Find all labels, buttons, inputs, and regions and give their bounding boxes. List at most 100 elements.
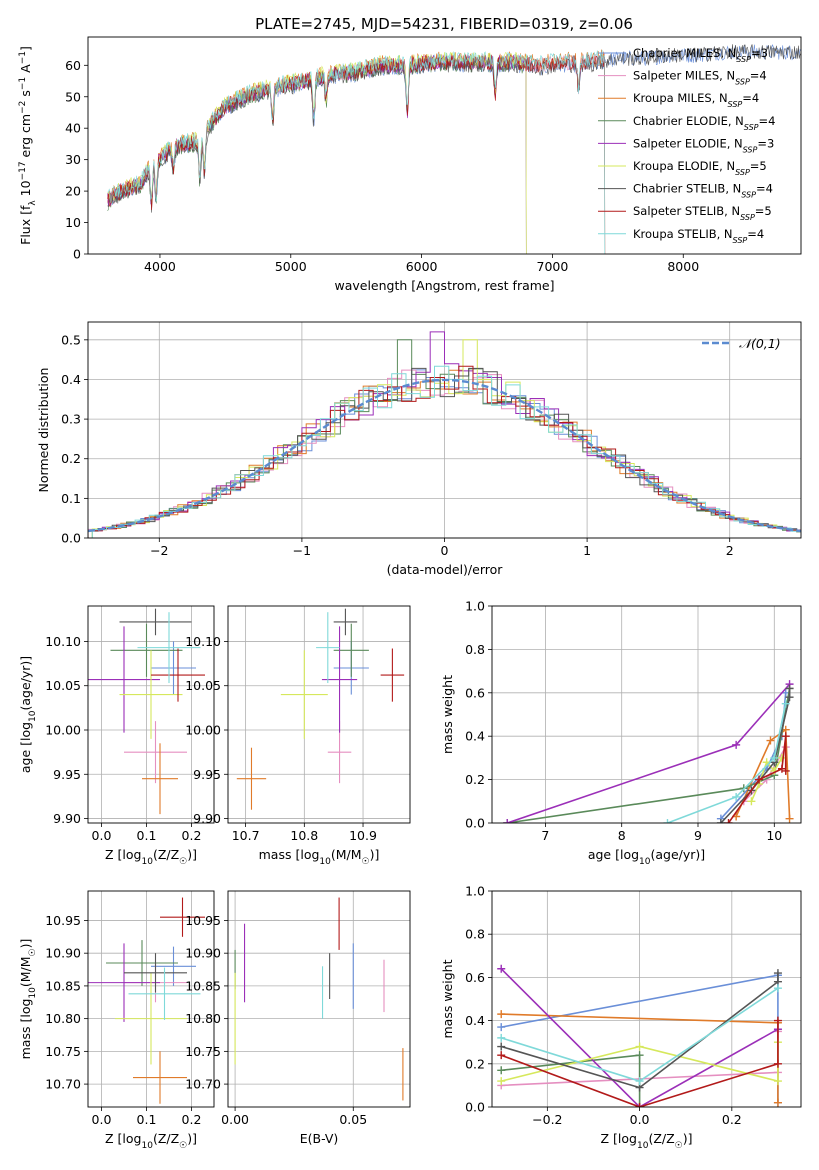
panel-mass-vs-Z: 0.0 0.1 0.2 10.70 10.75 10.80 10.85 10.90 10.95 Z… (18, 890, 215, 1151)
spectrum-line (107, 54, 606, 254)
errorbar-point (142, 743, 178, 815)
x-axis-label: Z [log10(Z/Z☉)] (601, 1131, 693, 1151)
legend-entry: Kroupa STELIB, NSSP=4 (633, 227, 764, 245)
weight-marker (773, 1059, 782, 1068)
weight-marker (497, 1066, 506, 1075)
y-tick-label: 10.95 (45, 913, 81, 928)
y-tick-label: 30 (65, 152, 81, 167)
errorbar-point (321, 626, 358, 733)
histogram-series (88, 369, 801, 538)
weight-marker (773, 1098, 782, 1107)
y-tick-label: 0.1 (61, 491, 81, 506)
errorbar-point (115, 972, 187, 1065)
x-tick-label: 6000 (406, 259, 438, 274)
x-axis-label: Z [log10(Z/Z☉)] (105, 1131, 197, 1151)
legend: 𝒩(0,1) (702, 336, 781, 351)
y-tick-label: 10.80 (45, 1011, 81, 1026)
y-tick-label: 10.75 (45, 1044, 81, 1059)
histogram-series (88, 369, 801, 532)
y-tick-label: 10.10 (45, 634, 81, 649)
y-tick-label: 0.0 (61, 531, 81, 546)
y-tick-label: 0.4 (61, 372, 81, 387)
y-tick-label: 10 (65, 215, 81, 230)
plot-area-mass-vs-ebv (234, 897, 404, 1101)
y-axis-label: Flux [fλ 10−17 erg cm−2 s−1 A−1] (18, 46, 38, 245)
spectrum-line (107, 49, 606, 254)
errorbar-point (160, 897, 205, 937)
weight-marker (635, 1042, 644, 1051)
weight-marker (497, 1051, 506, 1060)
weight-marker (770, 753, 779, 762)
legend: Chabrier MILES, NSSP=3 Salpeter MILES, NS… (598, 46, 775, 244)
y-tick-label: 0.6 (465, 970, 485, 985)
x-tick-label: 7000 (537, 259, 569, 274)
errorbar-point (110, 623, 183, 677)
axes-frame (87, 890, 215, 1108)
plot-area-massweight-vs-Z (497, 964, 782, 1107)
weight-marker (635, 1077, 644, 1086)
errorbar-point (119, 650, 183, 739)
panel-residuals: −2 −1 0 1 2 0.0 0.1 0.2 0.3 0.4 0.5 (data-model)/er… (36, 321, 802, 577)
axes-frame (87, 605, 215, 824)
weight-marker (773, 1077, 782, 1086)
y-axis-label: age [log10(age/yr)] (18, 656, 38, 773)
y-axis-label: Normed distribution (36, 368, 51, 493)
chart-panels: 4000 5000 6000 7000 80000102030405060wavelen… (18, 36, 802, 1151)
errorbar-point (119, 608, 192, 636)
legend-entry: Salpeter STELIB, NSSP=5 (633, 204, 772, 222)
errorbar-point (333, 623, 369, 677)
y-tick-label: 10.90 (45, 946, 81, 961)
errorbar-point (106, 940, 178, 986)
errorbar-point (333, 608, 358, 636)
plot-area-mass-vs-Z (88, 897, 205, 1104)
normal-curve (88, 378, 801, 533)
x-tick-label: 4000 (144, 259, 176, 274)
y-tick-label: 40 (65, 121, 81, 136)
weight-marker (497, 1023, 506, 1032)
x-axis-label: Z [log10(Z/Z☉)] (105, 847, 197, 867)
y-axis-label: mass [log10(M/M☉)] (18, 939, 38, 1060)
weight-marker (781, 732, 790, 741)
legend-entry: Salpeter MILES, NSSP=4 (633, 69, 767, 87)
x-tick-label: 8000 (667, 259, 699, 274)
weight-marker (497, 1077, 506, 1086)
x-tick-label: 10.9 (349, 828, 377, 843)
y-tick-label: 10.95 (185, 913, 221, 928)
weight-marker (785, 814, 794, 823)
axes-frame (227, 605, 411, 824)
weight-marker (766, 736, 775, 745)
plot-area-age-vs-mass (236, 608, 405, 810)
weight-marker (497, 1033, 506, 1042)
y-tick-label: 10.80 (185, 1011, 221, 1026)
y-tick-label: 50 (65, 89, 81, 104)
panel-mass-vs-ebv: 0.00 0.05 10.70 10.75 10.80 10.85 10.90 10.95 E(… (185, 890, 411, 1146)
x-tick-label: −1 (293, 543, 311, 558)
x-tick-label: 10.8 (290, 828, 318, 843)
x-axis-label: wavelength [Angstrom, rest frame] (334, 278, 554, 293)
weight-marker (663, 819, 672, 823)
x-tick-label: 1 (583, 543, 591, 558)
x-tick-label: 7 (541, 828, 549, 843)
weight-marker (635, 1051, 644, 1060)
x-axis-label: E(B-V) (300, 1131, 339, 1146)
y-tick-label: 9.90 (193, 811, 221, 826)
y-tick-label: 60 (65, 58, 81, 73)
weight-series-line (500, 968, 779, 1107)
x-tick-label: 0 (441, 543, 449, 558)
weight-marker (732, 740, 741, 749)
weight-marker (497, 964, 506, 973)
errorbar-point (128, 967, 201, 1020)
y-tick-label: 0.4 (465, 1013, 485, 1028)
y-tick-label: 9.90 (53, 811, 81, 826)
y-tick-label: 0.2 (61, 451, 81, 466)
legend-entry: Chabrier MILES, NSSP=3 (633, 46, 768, 64)
y-tick-label: 1.0 (465, 599, 485, 614)
y-tick-label: 9.95 (53, 767, 81, 782)
y-tick-label: 10.00 (45, 723, 81, 738)
legend-entry: Chabrier ELODIE, NSSP=4 (633, 114, 775, 132)
y-tick-label: 0.3 (61, 412, 81, 427)
y-tick-label: 10.70 (185, 1077, 221, 1092)
panel-age-vs-mass: 10.7 10.8 10.9 9.90 9.95 10.00 10.05 10.10 mass … (185, 605, 411, 867)
weight-marker (732, 792, 741, 801)
errorbar-point (380, 648, 405, 702)
